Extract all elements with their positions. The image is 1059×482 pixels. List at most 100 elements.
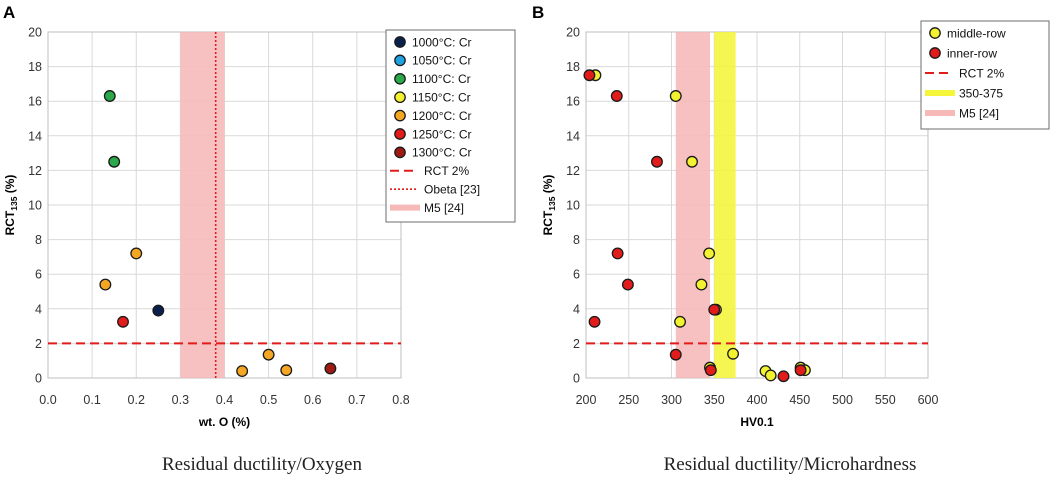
- data-point-1200-c-cr: [280, 364, 293, 377]
- y-tick-label: 8: [35, 233, 42, 247]
- y-tick-label: 0: [35, 372, 42, 386]
- legend-marker: [394, 72, 406, 85]
- y-tick-label: 14: [566, 129, 580, 143]
- chart-panel-b: B 0 2 4 6 8 10 12 14 16 18 20 200 250 300 350 400 450 500 5…: [532, 3, 1050, 475]
- data-point-1300-c-cr: [324, 362, 337, 375]
- legend-swatch: [925, 90, 955, 96]
- x-tick-label: 550: [875, 393, 896, 407]
- y-tick-label: 16: [28, 95, 42, 109]
- data-point-inner-row: [777, 370, 790, 383]
- y-axis-title-unit: (%): [3, 175, 17, 197]
- data-point-inner-row: [611, 247, 624, 260]
- legend-marker: [394, 36, 406, 48]
- data-point-inner-row: [669, 348, 682, 361]
- data-point-inner-row: [704, 364, 717, 377]
- x-axis-title: HV0.1: [740, 415, 774, 429]
- x-tick-label: 0.8: [392, 393, 409, 407]
- data-point-inner-row: [588, 315, 601, 328]
- y-tick-label: 10: [566, 199, 580, 213]
- x-tick-label: 0.4: [216, 393, 233, 407]
- x-tick-label: 200: [576, 393, 597, 407]
- data-point-middle-row: [695, 278, 708, 291]
- legend-label: middle-row: [947, 26, 1006, 40]
- x-tick-label: 600: [918, 393, 939, 407]
- legend-label: 1000°C: Cr: [412, 35, 472, 49]
- y-tick-label: 12: [566, 164, 580, 178]
- data-point-inner-row: [583, 69, 596, 82]
- y-tick-label: 18: [28, 60, 42, 74]
- y-axis-title-unit: (%): [541, 175, 555, 197]
- figure-caption: Residual ductility/Microhardness: [664, 454, 917, 475]
- y-tick-label: 0: [573, 372, 580, 386]
- legend-swatch: [925, 110, 955, 116]
- y-tick-label: 20: [28, 26, 42, 40]
- legend-label: 1300°C: Cr: [412, 146, 472, 160]
- data-point-1250-c-cr: [117, 315, 129, 328]
- y-tick-label: 6: [35, 268, 42, 282]
- legend-label: 1200°C: Cr: [412, 109, 472, 123]
- legend-marker: [394, 54, 406, 67]
- legend-label: 1150°C: Cr: [412, 91, 471, 105]
- data-point-1200-c-cr: [99, 278, 112, 291]
- y-tick-label: 16: [566, 95, 580, 109]
- y-tick-label: 4: [35, 302, 42, 316]
- x-tick-label: 0.2: [128, 393, 145, 407]
- legend-marker: [929, 47, 941, 59]
- data-point-1100-c-cr: [108, 155, 121, 168]
- data-point-inner-row: [651, 155, 663, 168]
- panel-label: A: [3, 3, 15, 22]
- y-tick-label: 18: [566, 60, 580, 74]
- legend-marker: [394, 91, 406, 104]
- y-tick-label: 8: [573, 233, 580, 247]
- y-tick-label: 20: [566, 26, 580, 40]
- legend-label: 1100°C: Cr: [412, 72, 471, 86]
- data-point-inner-row: [621, 278, 634, 291]
- y-axis-title: RCT135 (%): [3, 175, 19, 236]
- data-point-1200-c-cr: [236, 365, 249, 378]
- data-point-middle-row: [674, 315, 687, 328]
- band-350-375: [714, 32, 736, 378]
- legend-label: M5 [24]: [959, 106, 999, 120]
- data-point-1200-c-cr: [130, 247, 143, 260]
- y-tick-label: 2: [573, 337, 580, 351]
- data-point-1000-c-cr: [152, 304, 165, 317]
- y-axis-title-sub: 135: [9, 196, 19, 210]
- legend-marker: [394, 109, 406, 122]
- legend-label: Obeta [23]: [424, 183, 480, 197]
- data-point-middle-row: [703, 247, 716, 260]
- legend-label: 350-375: [959, 86, 1003, 100]
- x-tick-label: 0.5: [260, 393, 277, 407]
- x-tick-label: 300: [661, 393, 682, 407]
- plot-frame: [585, 31, 929, 379]
- data-point-1200-c-cr: [262, 348, 275, 361]
- band-m5-24-: [180, 32, 225, 378]
- legend-label: RCT 2%: [959, 66, 1004, 80]
- y-axis-title: RCT135 (%): [541, 175, 557, 236]
- legend: 1000°C: Cr 1050°C: Cr 1100°C: Cr 1150°C: Cr…: [385, 29, 516, 223]
- y-axis-title-main: RCT: [3, 210, 17, 235]
- data-point-middle-row: [727, 347, 740, 360]
- y-axis-title-sub: 135: [547, 196, 557, 210]
- x-tick-label: 0.0: [39, 393, 56, 407]
- legend-marker: [929, 27, 941, 39]
- x-tick-label: 500: [832, 393, 853, 407]
- y-axis-title-main: RCT: [541, 210, 555, 235]
- y-tick-label: 4: [573, 302, 580, 316]
- legend-marker: [394, 146, 406, 159]
- data-point-middle-row: [669, 90, 682, 102]
- data-point-middle-row: [686, 155, 698, 168]
- legend-label: 1050°C: Cr: [412, 54, 472, 68]
- legend-label: 1250°C: Cr: [412, 127, 472, 141]
- y-tick-label: 2: [35, 337, 42, 351]
- figure-caption: Residual ductility/Oxygen: [162, 454, 363, 475]
- legend-label: RCT 2%: [424, 164, 469, 178]
- legend-label: inner-row: [947, 46, 997, 60]
- x-tick-label: 350: [704, 393, 725, 407]
- legend: middle-row inner-row RCT 2% 350-375 M5 [24]: [920, 20, 1050, 130]
- data-point-inner-row: [610, 90, 623, 102]
- chart-panel-a: A 0 2 4 6 8 10 12 14 16 18 20 0.0 0.1 0.2 0.3 0.4 0.5 0.6 0…: [3, 3, 516, 475]
- x-tick-label: 0.3: [172, 393, 189, 407]
- data-point-inner-row: [794, 364, 807, 377]
- y-tick-label: 6: [573, 268, 580, 282]
